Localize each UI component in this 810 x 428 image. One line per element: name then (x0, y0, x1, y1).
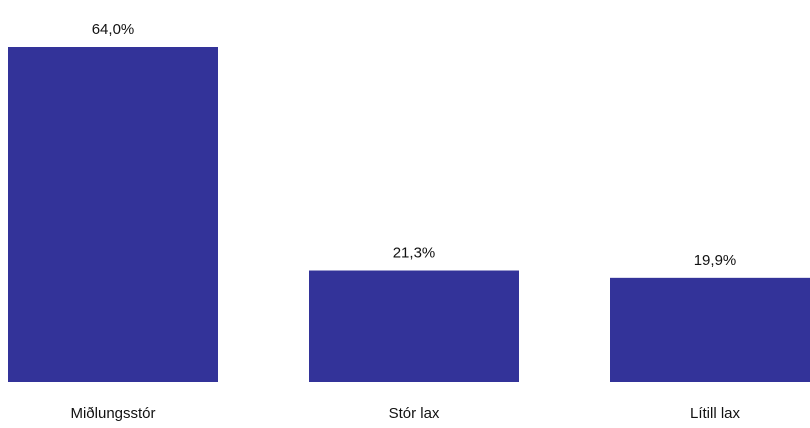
bar-1 (309, 270, 519, 382)
bar-0 (8, 47, 218, 382)
category-label-1: Stór lax (389, 405, 440, 422)
bar-2 (610, 277, 810, 382)
category-label-2: Lítill lax (690, 405, 741, 422)
value-label-1: 21,3% (393, 245, 436, 262)
category-label-0: Miðlungsstór (70, 405, 155, 422)
value-label-0: 64,0% (92, 21, 135, 38)
value-label-2: 19,9% (694, 252, 737, 269)
